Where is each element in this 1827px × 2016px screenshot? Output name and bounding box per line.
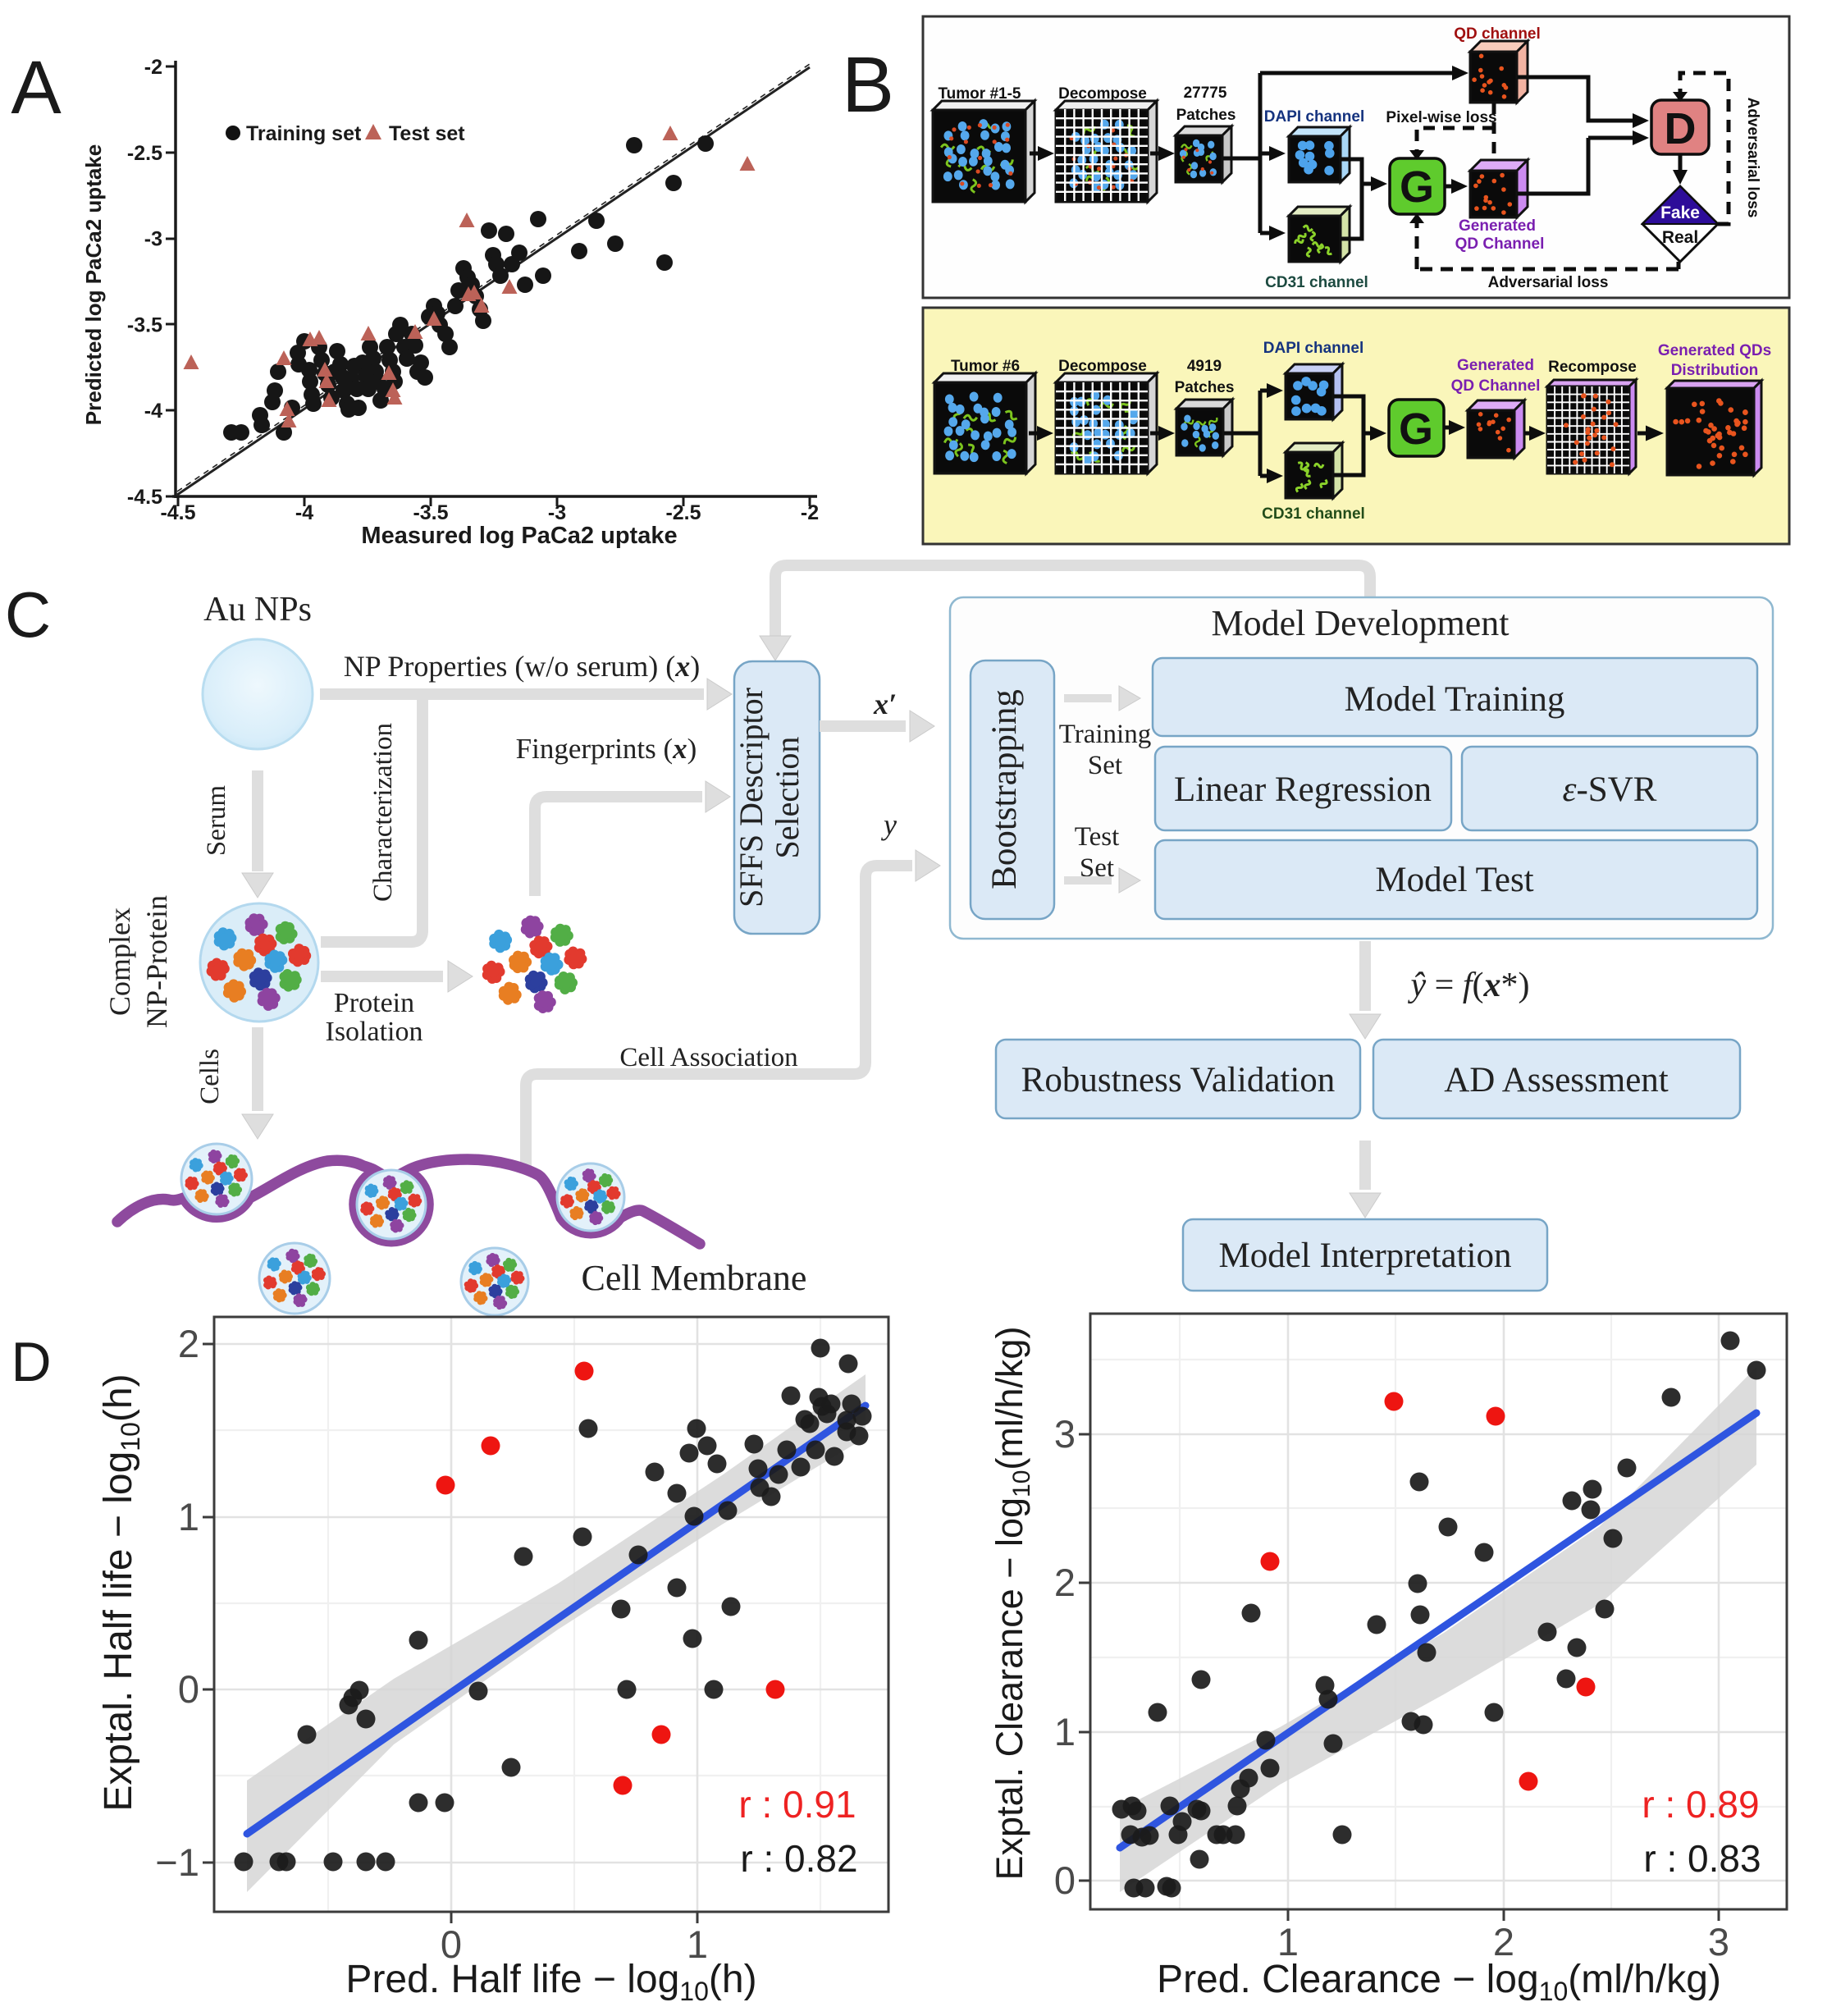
svg-text:AD Assessment: AD Assessment xyxy=(1444,1061,1669,1099)
svg-text:-2.5: -2.5 xyxy=(665,501,701,524)
svg-text:-4.5: -4.5 xyxy=(127,486,162,509)
svg-text:1: 1 xyxy=(178,1495,199,1538)
svg-text:Isolation: Isolation xyxy=(326,1017,423,1047)
svg-text:Bootstrapping: Bootstrapping xyxy=(985,689,1024,889)
svg-text:Selection: Selection xyxy=(769,737,806,859)
svg-text:4919: 4919 xyxy=(1187,358,1222,375)
svg-text:1: 1 xyxy=(687,1922,708,1966)
svg-text:C: C xyxy=(5,578,51,651)
svg-text:Distribution: Distribution xyxy=(1671,362,1759,379)
svg-text:Generated: Generated xyxy=(1459,217,1536,235)
svg-text:Robustness Validation: Robustness Validation xyxy=(1021,1061,1336,1099)
svg-text:1: 1 xyxy=(1054,1710,1076,1753)
svg-text:r : 0.91: r : 0.91 xyxy=(738,1783,856,1826)
svg-text:r : 0.89: r : 0.89 xyxy=(1642,1783,1759,1826)
svg-text:x′: x′ xyxy=(873,688,897,720)
svg-text:2: 2 xyxy=(178,1322,199,1365)
svg-text:-2: -2 xyxy=(144,56,162,79)
svg-text:Tumor #6: Tumor #6 xyxy=(951,358,1020,375)
svg-text:CD31 channel: CD31 channel xyxy=(1265,274,1368,291)
svg-text:Patches: Patches xyxy=(1175,379,1235,396)
svg-text:0: 0 xyxy=(178,1667,199,1711)
svg-text:Cell Association: Cell Association xyxy=(619,1043,797,1072)
svg-text:27775: 27775 xyxy=(1184,85,1227,102)
svg-text:SFFS Descriptor: SFFS Descriptor xyxy=(733,688,770,907)
svg-text:Cells: Cells xyxy=(195,1049,225,1104)
svg-text:Measured log PaCa2 uptake: Measured log PaCa2 uptake xyxy=(361,523,677,549)
svg-text:Pred. Clearance − log10(ml/h/k: Pred. Clearance − log10(ml/h/kg) xyxy=(1157,1958,1721,2006)
svg-text:-3: -3 xyxy=(548,501,566,524)
svg-text:QD channel: QD channel xyxy=(1454,25,1541,43)
svg-text:Characterization: Characterization xyxy=(368,723,398,902)
svg-text:Adversarial loss: Adversarial loss xyxy=(1488,274,1609,291)
svg-text:NP-Protein: NP-Protein xyxy=(140,895,173,1028)
svg-text:G: G xyxy=(1399,405,1433,454)
svg-text:Fake: Fake xyxy=(1660,203,1700,222)
svg-text:Pixel-wise loss: Pixel-wise loss xyxy=(1386,109,1496,126)
svg-text:Real: Real xyxy=(1662,228,1698,247)
svg-text:Patches: Patches xyxy=(1176,107,1236,124)
svg-text:r : 0.82: r : 0.82 xyxy=(740,1837,857,1880)
svg-text:Linear Regression: Linear Regression xyxy=(1174,770,1432,809)
svg-text:Generated: Generated xyxy=(1457,357,1534,374)
svg-text:3: 3 xyxy=(1708,1920,1729,1963)
svg-text:DAPI channel: DAPI channel xyxy=(1263,340,1363,357)
svg-text:Model Test: Model Test xyxy=(1375,861,1533,899)
svg-text:−1: −1 xyxy=(155,1840,199,1884)
svg-text:Model Training: Model Training xyxy=(1345,680,1565,719)
svg-text:Model Interpretation: Model Interpretation xyxy=(1218,1237,1511,1275)
svg-text:D: D xyxy=(11,1331,51,1393)
svg-text:Generated QDs: Generated QDs xyxy=(1658,342,1771,359)
svg-text:-2: -2 xyxy=(801,501,819,524)
svg-text:Decompose: Decompose xyxy=(1058,85,1147,103)
svg-text:3: 3 xyxy=(1054,1412,1076,1456)
svg-text:NP Properties (w/o serum) (x): NP Properties (w/o serum) (x) xyxy=(344,650,701,683)
svg-text:Test: Test xyxy=(1075,822,1120,852)
svg-text:DAPI channel: DAPI channel xyxy=(1264,108,1364,126)
svg-text:1: 1 xyxy=(1277,1920,1299,1963)
svg-text:r : 0.83: r : 0.83 xyxy=(1643,1837,1761,1880)
svg-text:Test set: Test set xyxy=(389,122,465,145)
svg-text:0: 0 xyxy=(1054,1858,1076,1902)
svg-text:-3.5: -3.5 xyxy=(127,313,162,336)
svg-text:Model Development: Model Development xyxy=(1212,603,1510,643)
svg-text:2: 2 xyxy=(1493,1920,1514,1963)
svg-text:ŷ = f(x*): ŷ = f(x*) xyxy=(1407,967,1529,1004)
svg-text:Recompose: Recompose xyxy=(1548,359,1637,376)
svg-text:Fingerprints (x): Fingerprints (x) xyxy=(516,733,697,765)
svg-text:B: B xyxy=(842,41,894,129)
svg-text:Cell Membrane: Cell Membrane xyxy=(582,1258,807,1298)
svg-text:y: y xyxy=(881,808,897,841)
svg-text:Complex: Complex xyxy=(103,907,136,1016)
svg-text:Set: Set xyxy=(1088,751,1122,780)
svg-text:-4: -4 xyxy=(295,501,313,524)
svg-text:Protein: Protein xyxy=(334,988,414,1018)
svg-text:Predicted log PaCa2 uptake: Predicted log PaCa2 uptake xyxy=(81,144,106,425)
svg-text:Exptal. Half life − log10(h): Exptal. Half life − log10(h) xyxy=(97,1374,145,1811)
svg-text:-3.5: -3.5 xyxy=(413,501,448,524)
svg-text:-2.5: -2.5 xyxy=(127,142,162,165)
svg-text:2: 2 xyxy=(1054,1561,1076,1604)
svg-text:Training set: Training set xyxy=(246,122,362,145)
svg-text:ε-SVR: ε-SVR xyxy=(1563,770,1657,809)
svg-text:Training: Training xyxy=(1059,720,1151,749)
svg-text:A: A xyxy=(11,46,62,130)
svg-text:Decompose: Decompose xyxy=(1058,358,1147,375)
svg-text:Exptal. Clearance − log10(ml/h: Exptal. Clearance − log10(ml/h/kg) xyxy=(989,1327,1035,1881)
svg-text:-4: -4 xyxy=(144,400,162,423)
svg-text:D: D xyxy=(1665,104,1697,153)
svg-text:QD Channel: QD Channel xyxy=(1451,377,1541,395)
svg-text:Tumor #1-5: Tumor #1-5 xyxy=(938,85,1021,103)
svg-text:Pred. Half life − log10(h): Pred. Half life − log10(h) xyxy=(345,1958,756,2006)
svg-text:QD Channel: QD Channel xyxy=(1455,235,1545,253)
svg-text:0: 0 xyxy=(441,1922,462,1966)
svg-text:G: G xyxy=(1400,162,1434,212)
svg-text:Adversarial loss: Adversarial loss xyxy=(1744,98,1761,218)
svg-text:Serum: Serum xyxy=(202,785,231,856)
svg-text:CD31 channel: CD31 channel xyxy=(1262,505,1365,523)
svg-text:-4.5: -4.5 xyxy=(160,501,195,524)
svg-text:-3: -3 xyxy=(144,228,162,251)
svg-text:Au NPs: Au NPs xyxy=(203,591,312,629)
